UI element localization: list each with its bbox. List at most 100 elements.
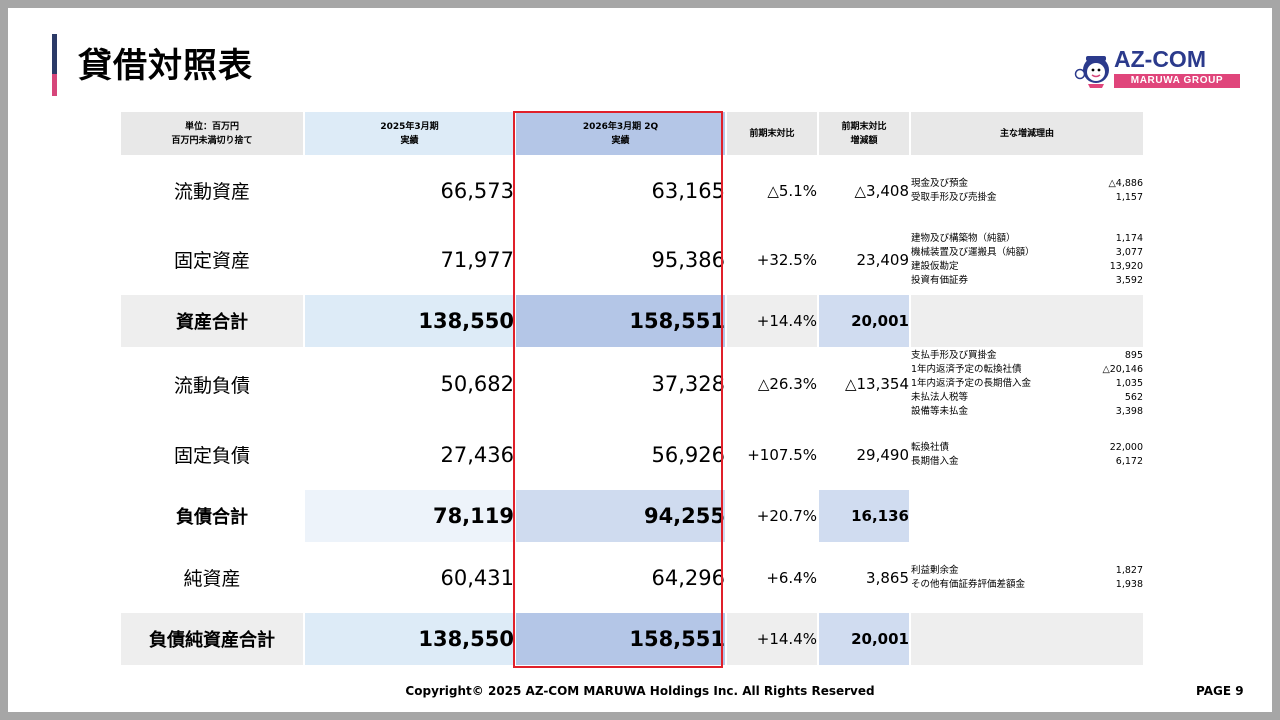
row-reasons: 利益剰余金 1,827 その他有価証券評価差額金 1,938 <box>910 543 1145 613</box>
reason-value: 1,174 <box>1115 232 1143 244</box>
table-header-row: 単位：百万円 百万円未満切り捨て 2025年3月期 実績 2026年3月期 2Q… <box>121 112 1145 157</box>
row-reasons: 転換社債 22,000 長期借入金 6,172 <box>910 420 1145 490</box>
header-ratio: 前期末対比 <box>726 112 819 157</box>
unit-note-line2: 百万円未満切り捨て <box>171 135 253 146</box>
header-prev-period: 2025年3月期 実績 <box>304 112 516 157</box>
reason-value: 1,035 <box>1115 378 1143 389</box>
header-prev-line2: 実績 <box>400 135 419 146</box>
reason-line: 1年内返済予定の長期借入金 1,035 <box>911 377 1143 391</box>
reason-value: 895 <box>1124 350 1143 361</box>
row-prev-value: 27,436 <box>304 420 516 490</box>
reason-item: 建物及び構築物（純額） <box>911 232 1016 244</box>
row-ratio: △5.1% <box>726 156 819 226</box>
table-row: 負債合計 78,119 94,255 +20.7% 16,136 <box>121 489 1145 544</box>
company-logo: AZ-COM MARUWA GROUP <box>1074 46 1242 92</box>
reason-value: 1,938 <box>1115 578 1143 590</box>
row-reasons <box>910 612 1145 667</box>
page-title: 貸借対照表 <box>78 46 253 86</box>
table-row: 固定資産 71,977 95,386 +32.5% 23,409 建物及び構築物（純額） 1… <box>121 225 1145 295</box>
reason-line: 利益剰余金 1,827 <box>911 564 1143 578</box>
row-prev-value: 78,119 <box>304 489 516 544</box>
balance-sheet-table: 単位：百万円 百万円未満切り捨て 2025年3月期 実績 2026年3月期 2Q… <box>121 112 1145 667</box>
reason-item: 建設仮勘定 <box>911 260 959 272</box>
row-prev-value: 66,573 <box>304 156 516 226</box>
row-prev-value: 50,682 <box>304 348 516 421</box>
row-prev-value: 71,977 <box>304 225 516 295</box>
row-ratio: +20.7% <box>726 489 819 544</box>
unit-note-line1: 単位：百万円 <box>184 121 239 132</box>
reason-line: その他有価証券評価差額金 1,938 <box>911 578 1143 592</box>
reason-item: 1年内返済予定の長期借入金 <box>911 378 1032 389</box>
row-current-value: 56,926 <box>515 420 727 490</box>
copyright-footer: Copyright© 2025 AZ-COM MARUWA Holdings I… <box>405 684 875 698</box>
title-accent-bar <box>52 34 57 96</box>
row-reasons <box>910 489 1145 544</box>
row-ratio: +14.4% <box>726 612 819 667</box>
row-diff: 20,001 <box>818 612 911 667</box>
row-current-value: 94,255 <box>515 489 727 544</box>
table-row: 流動資産 66,573 63,165 △5.1% △3,408 現金及び預金 △4,886 受… <box>121 156 1145 226</box>
row-diff: 23,409 <box>818 225 911 295</box>
reason-value: 3,592 <box>1115 274 1143 286</box>
header-prev-line1: 2025年3月期 <box>380 121 439 132</box>
reason-line: 設備等未払金 3,398 <box>911 405 1143 419</box>
row-ratio: +14.4% <box>726 294 819 349</box>
row-current-value: 64,296 <box>515 543 727 613</box>
reason-item: 長期借入金 <box>911 455 959 467</box>
row-label: 流動負債 <box>121 348 305 421</box>
logo-main-text: AZ-COM <box>1114 46 1206 72</box>
reason-item: 1年内返済予定の転換社債 <box>911 364 1022 375</box>
reason-item: 設備等未払金 <box>911 406 969 417</box>
row-diff: 16,136 <box>818 489 911 544</box>
header-diff-line2: 増減額 <box>850 135 878 146</box>
row-current-value: 158,551 <box>515 294 727 349</box>
row-reasons: 現金及び預金 △4,886 受取手形及び売掛金 1,157 <box>910 156 1145 226</box>
row-diff: 29,490 <box>818 420 911 490</box>
header-diff-line1: 前期末対比 <box>841 121 887 132</box>
reason-item: 利益剰余金 <box>911 564 959 576</box>
reason-value: 1,827 <box>1115 564 1143 576</box>
row-diff: △13,354 <box>818 348 911 421</box>
reason-line: 現金及び預金 △4,886 <box>911 177 1143 191</box>
reason-item: 機械装置及び運搬具（純額） <box>911 246 1035 258</box>
row-current-value: 37,328 <box>515 348 727 421</box>
reason-line: 支払手形及び買掛金 895 <box>911 349 1143 363</box>
reason-line: 受取手形及び売掛金 1,157 <box>911 191 1143 205</box>
row-reasons: 建物及び構築物（純額） 1,174 機械装置及び運搬具（純額） 3,077 建設仮勘定 1… <box>910 225 1145 295</box>
reason-value: △4,886 <box>1108 177 1143 189</box>
row-ratio: △26.3% <box>726 348 819 421</box>
row-diff: 20,001 <box>818 294 911 349</box>
reason-value: 1,157 <box>1115 191 1143 203</box>
row-diff: 3,865 <box>818 543 911 613</box>
row-label: 流動資産 <box>121 156 305 226</box>
header-cur-line2: 実績 <box>611 135 630 146</box>
row-label: 固定資産 <box>121 225 305 295</box>
reason-item: 投資有価証券 <box>911 274 969 286</box>
header-reason: 主な増減理由 <box>910 112 1145 157</box>
row-ratio: +32.5% <box>726 225 819 295</box>
reason-value: 22,000 <box>1109 441 1143 453</box>
reason-item: 現金及び預金 <box>911 177 969 189</box>
row-prev-value: 138,550 <box>304 612 516 667</box>
row-current-value: 158,551 <box>515 612 727 667</box>
row-current-value: 95,386 <box>515 225 727 295</box>
row-reasons: 支払手形及び買掛金 895 1年内返済予定の転換社債 △20,146 1年内返済予定の長… <box>910 348 1145 421</box>
reason-value: 562 <box>1124 392 1143 403</box>
header-cur-line1: 2026年3月期 2Q <box>582 121 659 132</box>
table-row: 流動負債 50,682 37,328 △26.3% △13,354 支払手形及び買掛金 89… <box>121 348 1145 421</box>
table-row: 負債純資産合計 138,550 158,551 +14.4% 20,001 <box>121 612 1145 667</box>
reason-line: 未払法人税等 562 <box>911 391 1143 405</box>
table-row: 資産合計 138,550 158,551 +14.4% 20,001 <box>121 294 1145 349</box>
mascot-icon <box>1074 56 1109 88</box>
reason-item: 支払手形及び買掛金 <box>911 350 997 361</box>
row-label: 固定負債 <box>121 420 305 490</box>
row-label: 資産合計 <box>121 294 305 349</box>
row-ratio: +6.4% <box>726 543 819 613</box>
table-row: 固定負債 27,436 56,926 +107.5% 29,490 転換社債 22,000 長… <box>121 420 1145 490</box>
reason-line: 転換社債 22,000 <box>911 441 1143 455</box>
header-diff: 前期末対比 増減額 <box>818 112 911 157</box>
reason-line: 長期借入金 6,172 <box>911 455 1143 469</box>
row-reasons <box>910 294 1145 349</box>
row-diff: △3,408 <box>818 156 911 226</box>
page-number: PAGE 9 <box>1196 684 1244 698</box>
